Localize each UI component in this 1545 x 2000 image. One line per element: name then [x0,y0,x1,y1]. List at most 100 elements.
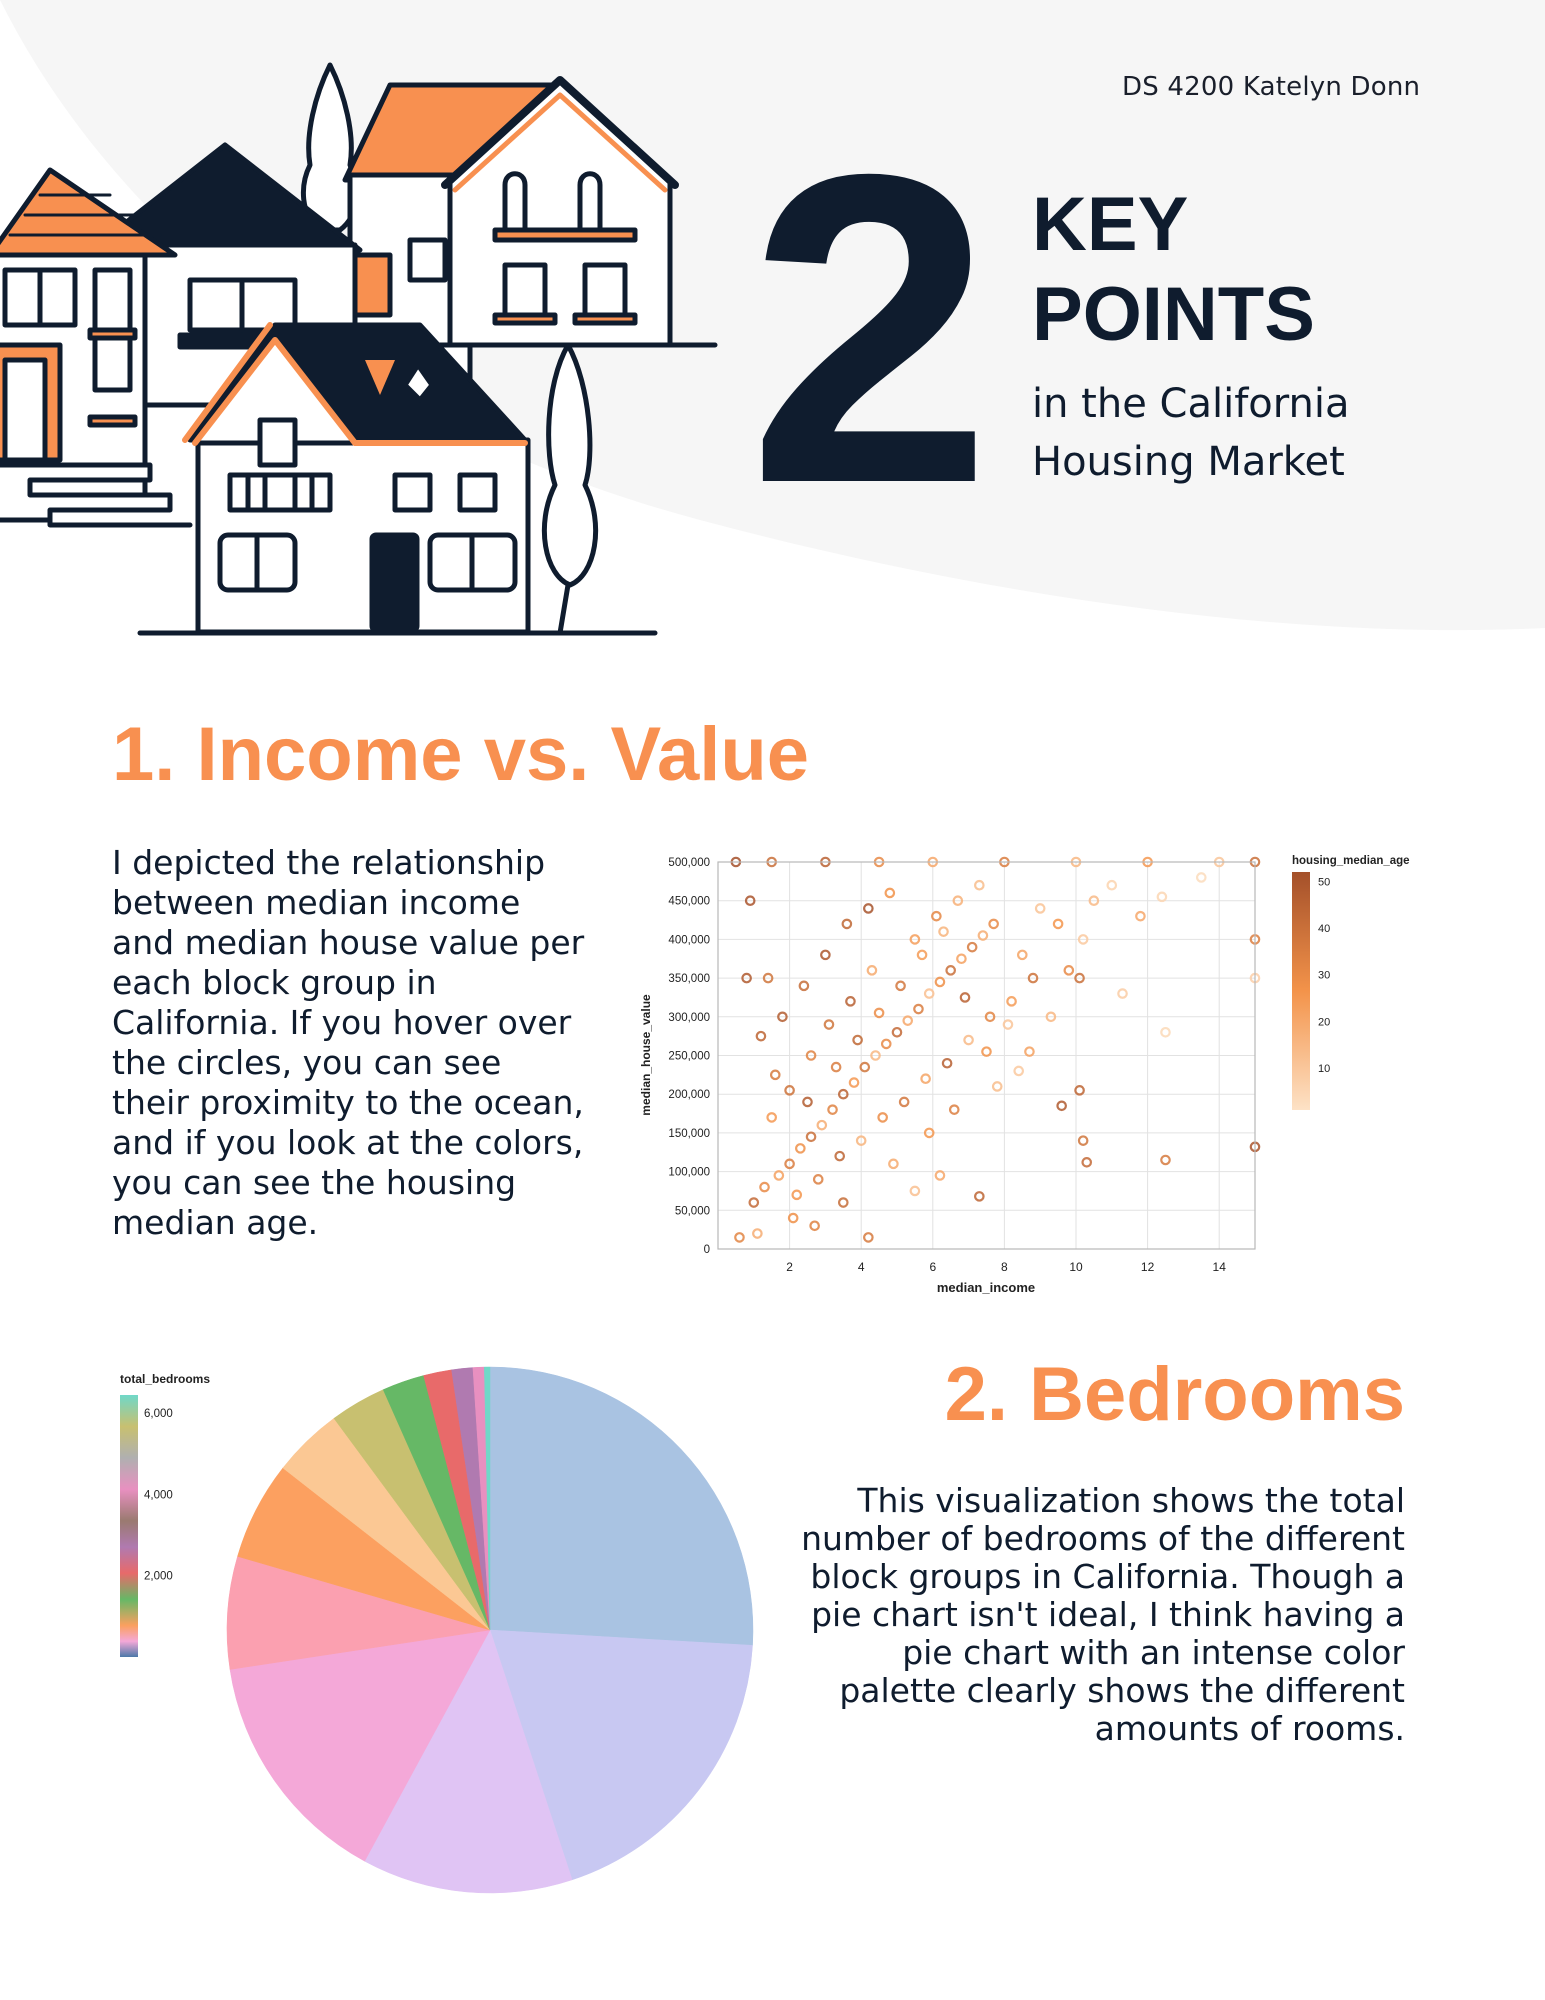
scatter-point[interactable] [809,1220,820,1232]
pie-slice[interactable] [226,1556,491,1670]
scatter-point[interactable] [795,1143,806,1154]
scatter-point[interactable] [1056,1100,1067,1112]
scatter-point[interactable] [827,1104,838,1115]
scatter-point[interactable] [1081,1157,1093,1168]
scatter-point[interactable] [963,1034,974,1046]
scatter-points[interactable] [730,856,1261,1243]
scatter-point[interactable] [841,918,853,930]
pie-slice[interactable] [229,1629,491,1862]
scatter-point[interactable] [820,949,831,961]
scatter-point[interactable] [884,887,896,899]
scatter-point[interactable] [891,1026,903,1038]
scatter-point[interactable] [923,988,935,999]
scatter-point[interactable] [1117,988,1128,999]
scatter-point[interactable] [798,980,810,992]
scatter-point[interactable] [1016,949,1028,961]
scatter-point[interactable] [941,1057,953,1069]
scatter-point[interactable] [873,1007,885,1019]
scatter-point[interactable] [991,1081,1003,1092]
scatter-point[interactable] [762,972,774,984]
scatter-point[interactable] [759,1181,770,1193]
scatter-point[interactable] [938,926,949,937]
scatter-point[interactable] [838,1197,849,1208]
scatter-point[interactable] [755,1030,767,1042]
scatter-chart[interactable]: 0 50,000 100,000 150,000 200,000 250,000 300,0… [630,840,1450,1310]
scatter-point[interactable] [1027,972,1039,984]
scatter-point[interactable] [866,965,878,976]
scatter-point[interactable] [981,1046,992,1057]
scatter-point[interactable] [1002,1019,1014,1030]
scatter-point[interactable] [863,1232,874,1243]
scatter-point[interactable] [838,1088,849,1100]
scatter-point[interactable] [948,1104,960,1115]
scatter-point[interactable] [773,1170,785,1181]
pie-chart[interactable]: total_bedrooms 2,000 4,000 6,000 [100,1365,780,1905]
scatter-point[interactable] [805,1050,817,1061]
scatter-point[interactable] [769,1069,781,1081]
scatter-point[interactable] [830,1061,842,1073]
scatter-point[interactable] [934,976,946,988]
scatter-point[interactable] [988,918,999,930]
scatter-point[interactable] [766,1112,777,1123]
scatter-point[interactable] [805,1131,817,1143]
scatter-point[interactable] [1160,1154,1171,1166]
scatter-point[interactable] [1006,996,1017,1007]
scatter-point[interactable] [1074,1085,1085,1096]
scatter-point[interactable] [934,1170,946,1181]
scatter-point[interactable] [880,1038,892,1050]
scatter-point[interactable] [752,1228,763,1239]
scatter-point[interactable] [834,1150,846,1162]
scatter-point[interactable] [1045,1011,1057,1023]
scatter-point[interactable] [816,1119,828,1131]
scatter-point[interactable] [977,930,989,941]
scatter-point[interactable] [859,1061,871,1073]
scatter-point[interactable] [734,1232,745,1243]
scatter-point[interactable] [966,941,978,953]
scatter-point[interactable] [1074,972,1085,984]
scatter-point[interactable] [931,910,942,922]
pie-slices[interactable] [226,1366,754,1894]
scatter-point[interactable] [909,1185,921,1197]
scatter-point[interactable] [898,1096,910,1108]
scatter-point[interactable] [959,992,971,1003]
scatter-point[interactable] [1013,1065,1025,1077]
scatter-point[interactable] [984,1011,996,1023]
scatter-point[interactable] [812,1174,824,1185]
scatter-point[interactable] [784,1085,795,1096]
scatter-point[interactable] [923,1127,935,1139]
scatter-point[interactable] [895,980,906,992]
scatter-point[interactable] [1052,918,1064,930]
scatter-point[interactable] [870,1050,881,1061]
scatter-point[interactable] [791,1189,803,1201]
scatter-point[interactable] [741,972,752,984]
scatter-point[interactable] [916,949,928,961]
scatter-point[interactable] [909,934,921,945]
scatter-point[interactable] [888,1158,899,1170]
scatter-point[interactable] [952,895,964,906]
scatter-point[interactable] [852,1034,863,1046]
scatter-point[interactable] [777,1011,788,1023]
scatter-point[interactable] [920,1073,931,1085]
scatter-point[interactable] [1034,903,1046,914]
scatter-point[interactable] [784,1158,795,1170]
scatter-point[interactable] [974,1191,985,1202]
scatter-point[interactable] [1088,895,1100,906]
scatter-point[interactable] [802,1096,813,1108]
scatter-point[interactable] [845,996,856,1007]
scatter-point[interactable] [1156,891,1168,903]
scatter-point[interactable] [956,953,967,965]
scatter-point[interactable] [913,1003,924,1015]
scatter-point[interactable] [863,903,874,914]
scatter-point[interactable] [1024,1046,1035,1057]
pie-slice[interactable] [364,1629,573,1894]
scatter-point[interactable] [1077,1135,1089,1146]
scatter-point[interactable] [748,1197,760,1208]
scatter-point[interactable] [1135,910,1146,922]
pie-slice[interactable] [484,1366,491,1631]
scatter-point[interactable] [877,1112,888,1123]
scatter-point[interactable] [1077,934,1089,945]
scatter-point[interactable] [823,1019,835,1030]
scatter-point[interactable] [787,1212,799,1224]
scatter-point[interactable] [902,1015,914,1026]
scatter-point[interactable] [1106,879,1118,891]
